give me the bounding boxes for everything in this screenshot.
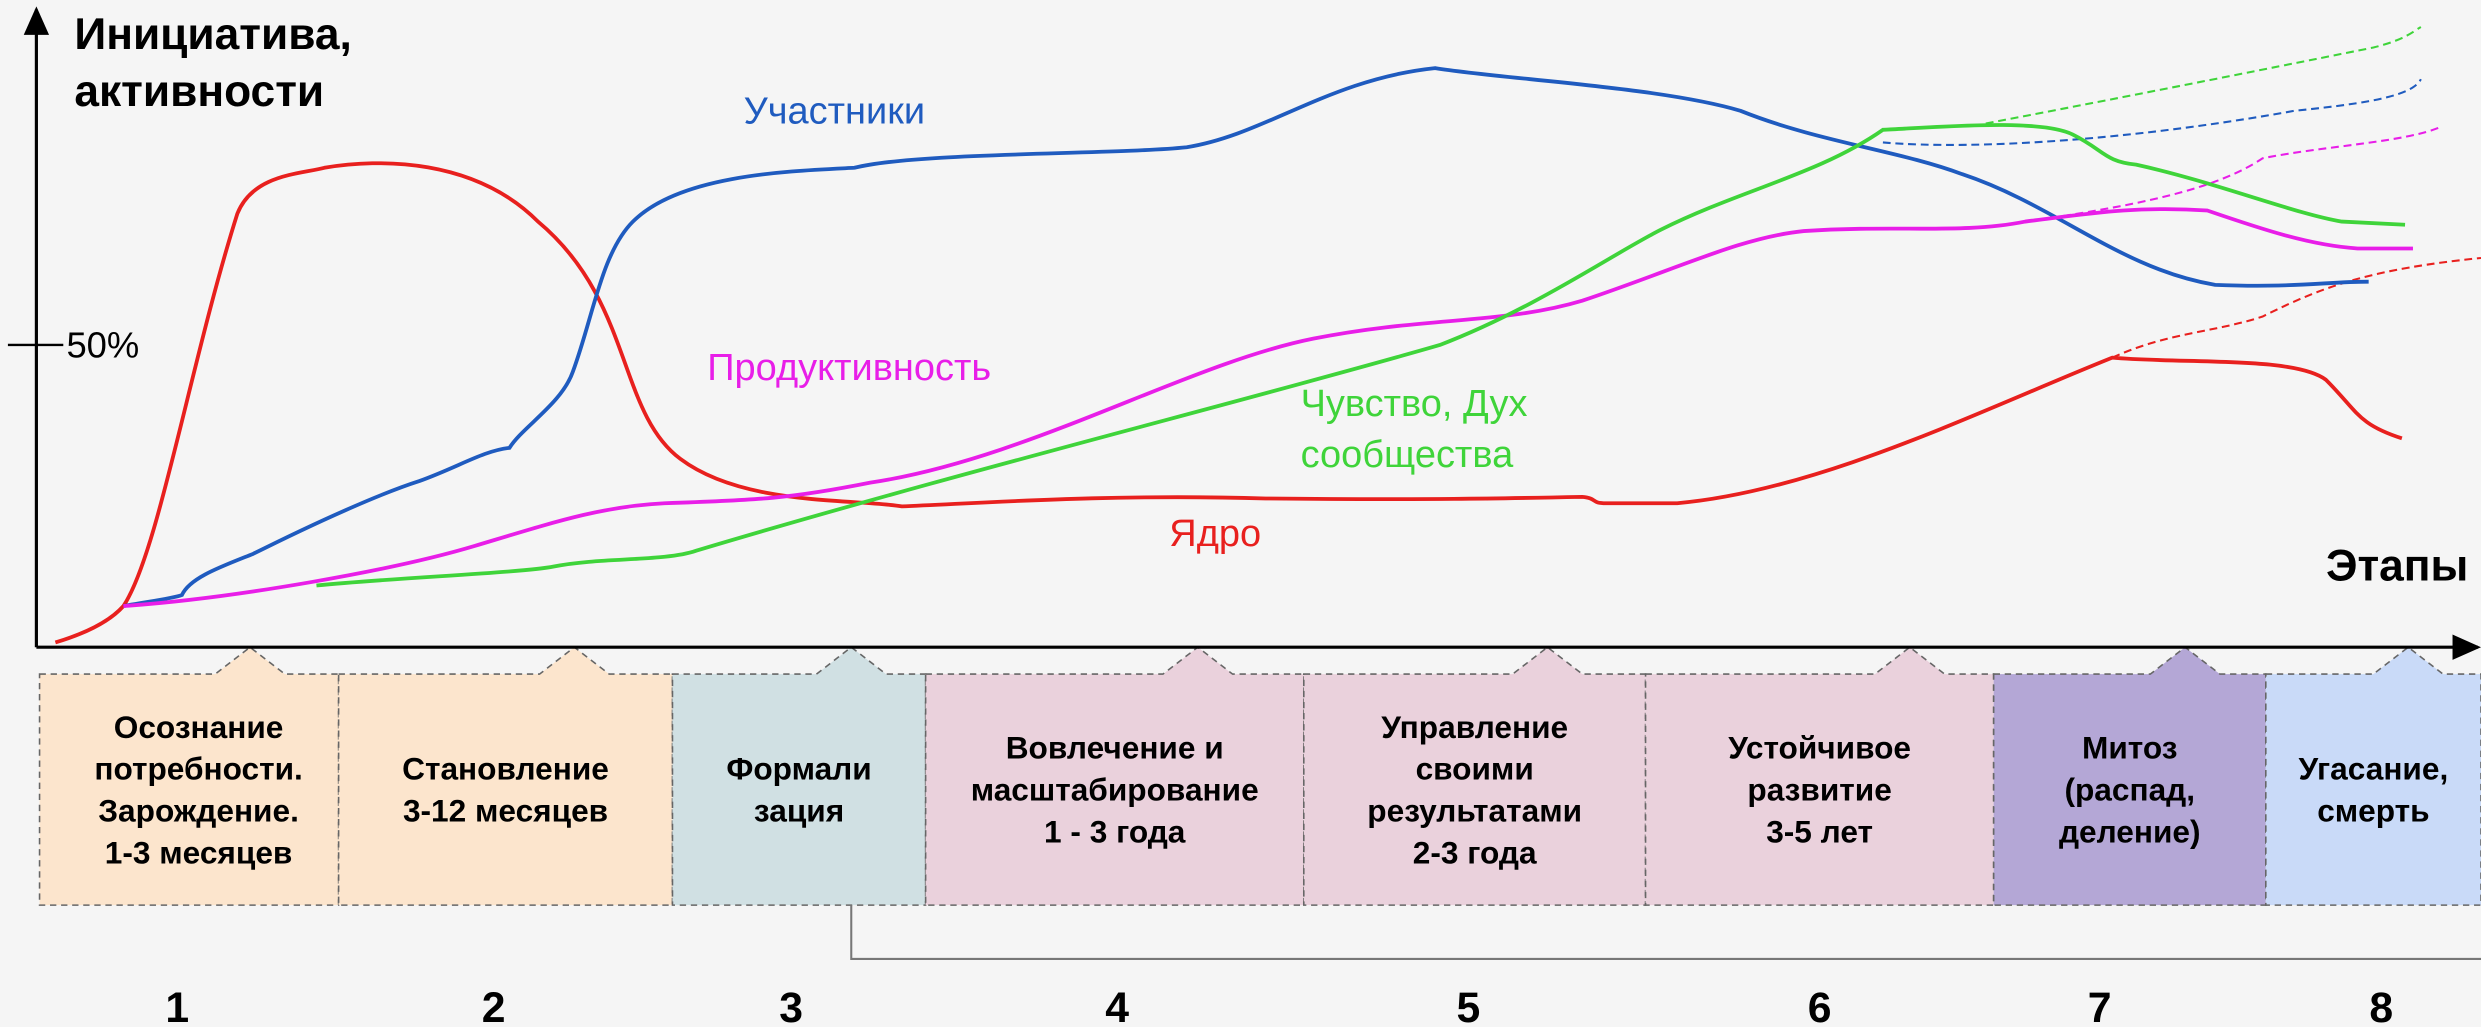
curve-labels: Участники Продуктивность Чувство, Дух сообщ… [707, 90, 1527, 554]
curve-label: Ядро [1169, 513, 1261, 555]
curve-label: Участники [744, 90, 925, 132]
curve-label: Продуктивность [707, 347, 991, 389]
stage-box [1302, 646, 1647, 906]
stage-text: потребности. [94, 751, 302, 787]
bracket [850, 905, 2481, 960]
curve-label: Чувство, Дух [1301, 383, 1528, 425]
community-curve [316, 123, 2406, 588]
stage-box [337, 646, 674, 906]
community-forecast [1985, 26, 2422, 125]
stage-text: 1 - 3 года [1044, 814, 1186, 850]
curve-label: сообщества [1301, 434, 1514, 476]
stage-text: масштабирование [971, 772, 1259, 808]
stages: Осознание потребности. Зарождение. 1-3 меся… [38, 646, 2481, 1027]
participants-forecast [1882, 78, 2422, 146]
stage-text: 2-3 года [1413, 835, 1537, 871]
stage-number: 7 [2088, 984, 2112, 1027]
stage-text: Митоз [2082, 730, 2177, 766]
tick-label: 50% [66, 325, 139, 366]
stage-text: Осознание [114, 709, 284, 745]
stage-text: Вовлечение и [1006, 730, 1224, 766]
curves [54, 26, 2481, 645]
stage-box [38, 646, 340, 906]
stage-text: результатами [1367, 793, 1582, 829]
stage-number: 8 [2369, 984, 2393, 1027]
stage-text: (распад, [2064, 772, 2195, 808]
stage-box [1992, 646, 2267, 906]
x-label: Этапы [2326, 542, 2468, 591]
stage-box [1644, 646, 1995, 906]
y-label: Инициатива, [74, 10, 351, 59]
stage-number: 4 [1105, 984, 1129, 1027]
participants-curve [123, 66, 2369, 608]
stage-text: Становление [402, 751, 609, 787]
stage-text: смерть [2317, 793, 2429, 829]
stage-text: зация [754, 793, 844, 829]
stage-text: Угасание, [2299, 751, 2449, 787]
stage-text: 1-3 месяцев [105, 835, 293, 871]
core-forecast [2111, 256, 2481, 359]
stage-text: Устойчивое [1728, 730, 1911, 766]
stage-text: Зарождение. [98, 793, 299, 829]
core-curve [54, 161, 2403, 645]
y-label: активности [74, 67, 324, 116]
stage-text: развитие [1747, 772, 1891, 808]
stage-number: 5 [1456, 984, 1480, 1027]
stage-text: 3-5 лет [1766, 814, 1873, 850]
stage-text: своими [1416, 751, 1534, 787]
stage-box [2265, 646, 2481, 906]
stage-number: 6 [1808, 984, 1832, 1027]
stage-number: 2 [482, 984, 506, 1027]
stage-text: Формали [726, 751, 871, 787]
stage-text: деление) [2059, 814, 2201, 850]
stage-number: 1 [165, 984, 189, 1027]
stage-number: 3 [779, 984, 803, 1027]
stage-box [924, 646, 1305, 906]
stage-box [671, 646, 927, 906]
stage-text: Управление [1381, 709, 1568, 745]
stage-text: 3-12 месяцев [403, 793, 608, 829]
productivity-forecast [2025, 125, 2442, 223]
